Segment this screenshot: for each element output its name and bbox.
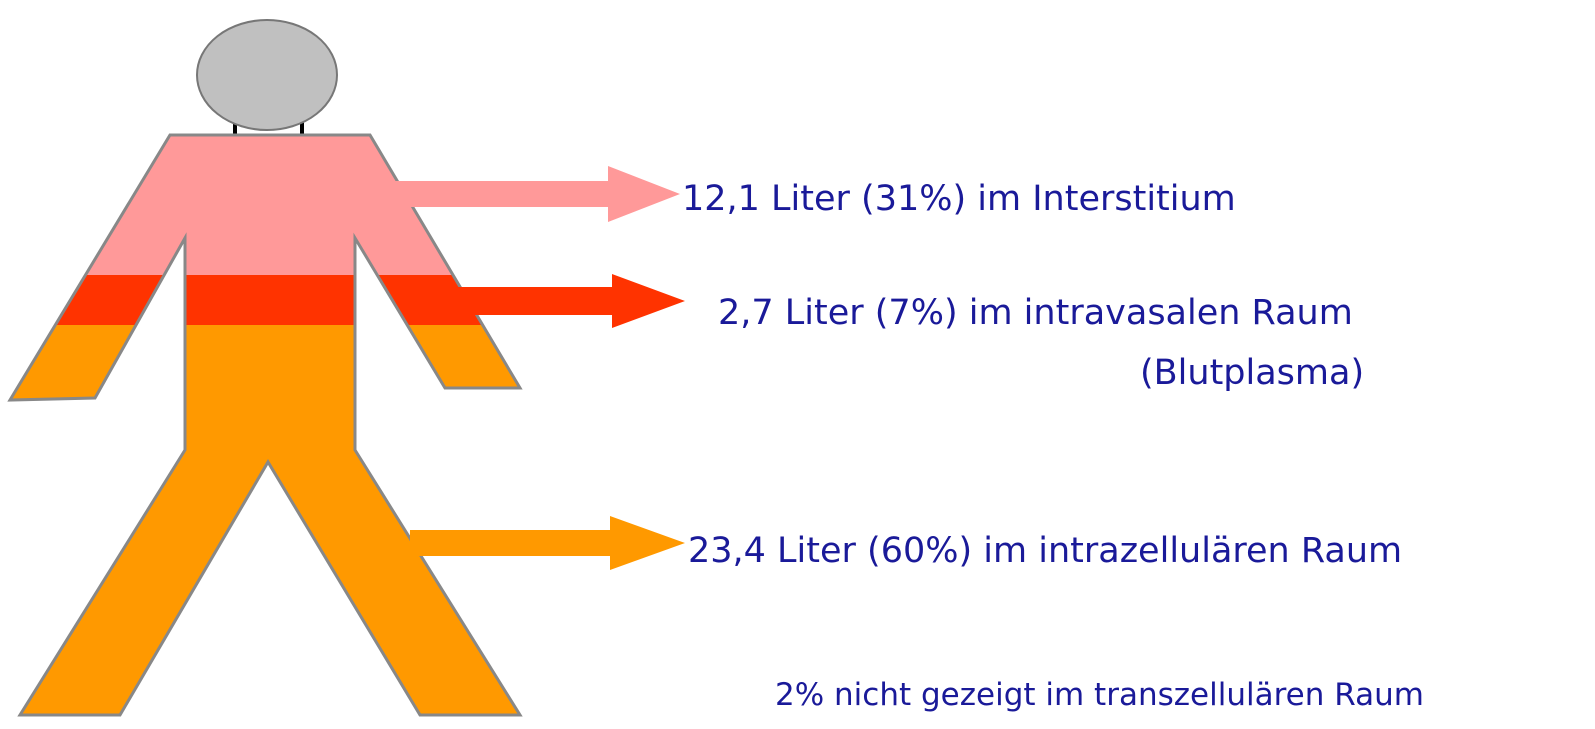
intracellular-band	[0, 325, 540, 725]
diagram: 12,1 Liter (31%) im Interstitium 2,7 Lit…	[0, 0, 1595, 729]
label: 23,4 Liter (60%) im intrazellulären Raum	[688, 531, 1402, 571]
arrow	[410, 516, 685, 570]
head	[197, 20, 337, 130]
arrow	[395, 166, 680, 222]
body-fill	[0, 130, 540, 725]
note: 2% nicht gezeigt im transzellulären Raum	[775, 677, 1424, 713]
sublabel: (Blutplasma)	[1140, 353, 1364, 393]
label: 12,1 Liter (31%) im Interstitium	[682, 179, 1236, 219]
label: 2,7 Liter (7%) im intravasalen Raum	[718, 293, 1353, 333]
